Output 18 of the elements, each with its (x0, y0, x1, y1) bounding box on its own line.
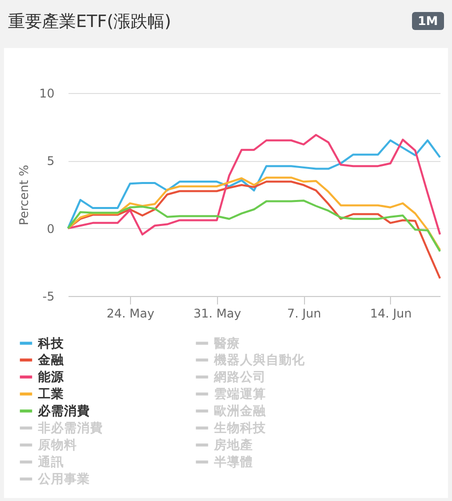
chart-title: 重要產業ETF(漲跌幅) (8, 12, 172, 32)
legend-label: 金融 (37, 352, 65, 367)
x-tick-label: 31. May (193, 306, 242, 320)
y-tick-label: 5 (46, 154, 54, 168)
x-tick-label: 7. Jun (287, 306, 322, 320)
period-dropdown: 1M (412, 12, 444, 30)
x-tick-label: 14. Jun (370, 306, 412, 320)
x-tick-label: 24. May (106, 306, 154, 320)
y-axis-title: Percent % (17, 164, 32, 226)
legend-label: 工業 (37, 386, 64, 401)
line-series (67, 176, 441, 251)
y-tick-label: 0 (46, 222, 54, 236)
line-series (67, 200, 441, 252)
legend-label: 能源 (38, 369, 65, 384)
legend-label: 必需消費 (37, 403, 90, 418)
legend-label: 科技 (37, 335, 65, 350)
y-tick-label: 10 (39, 86, 54, 100)
y-tick-label: -5 (42, 290, 54, 304)
